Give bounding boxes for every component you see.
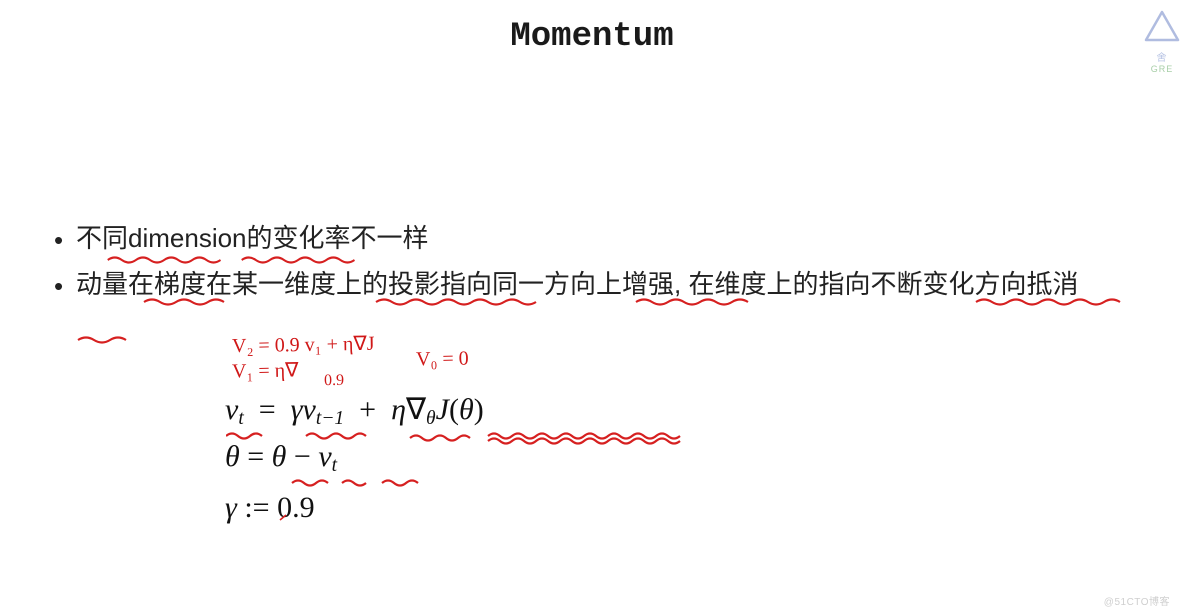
- math-line-3: γ := 0.9: [225, 491, 484, 525]
- bullet-text: 动量在梯度在某一维度上的投影指向同一方向上增强, 在维度上的指向不断变化方向抵消: [76, 266, 1174, 304]
- red-underline-icon: [76, 254, 429, 266]
- watermark: @51CTO博客: [1104, 593, 1170, 608]
- hand-annotation: V₂ = 0.9 v₁ + η∇J: [232, 331, 375, 358]
- math-line-1: vt = γvt−1 + η∇θJ(θ): [225, 392, 484, 430]
- bullet-dot-icon: •: [54, 220, 76, 260]
- math-equations: vt = γvt−1 + η∇θJ(θ) θ = θ − vt γ := 0.9: [225, 392, 484, 535]
- hand-annotation: V₁ = η∇: [232, 357, 299, 383]
- hand-annotation: V₀ = 0: [416, 348, 469, 372]
- bullet-dot-icon: •: [54, 266, 76, 306]
- slide-title: Momentum: [0, 0, 1184, 56]
- logo-sub: GRE: [1144, 64, 1180, 74]
- bullet-item: • 动量在梯度在某一维度上的投影指向同一方向上增强, 在维度上的指向不断变化方向…: [54, 266, 1174, 306]
- logo-char: 舍: [1144, 49, 1180, 64]
- bullet-list: • 不同dimension的变化率不一样 • 动量在梯度在某一维度上的投影指向同…: [54, 220, 1174, 311]
- logo-triangle-icon: [1144, 10, 1180, 42]
- hand-annotation: 0.9: [324, 372, 344, 390]
- bullet-1-text: 动量在梯度在某一维度上的投影指向同一方向上增强, 在维度上的指向不断变化方向抵消: [76, 269, 1078, 299]
- bullet-item: • 不同dimension的变化率不一样: [54, 220, 1174, 260]
- bullet-0-text: 不同dimension的变化率不一样: [76, 223, 429, 253]
- bullet-text: 不同dimension的变化率不一样: [76, 220, 1174, 258]
- math-line-2: θ = θ − vt: [225, 440, 484, 477]
- logo-corner: 舍 GRE: [1144, 10, 1180, 74]
